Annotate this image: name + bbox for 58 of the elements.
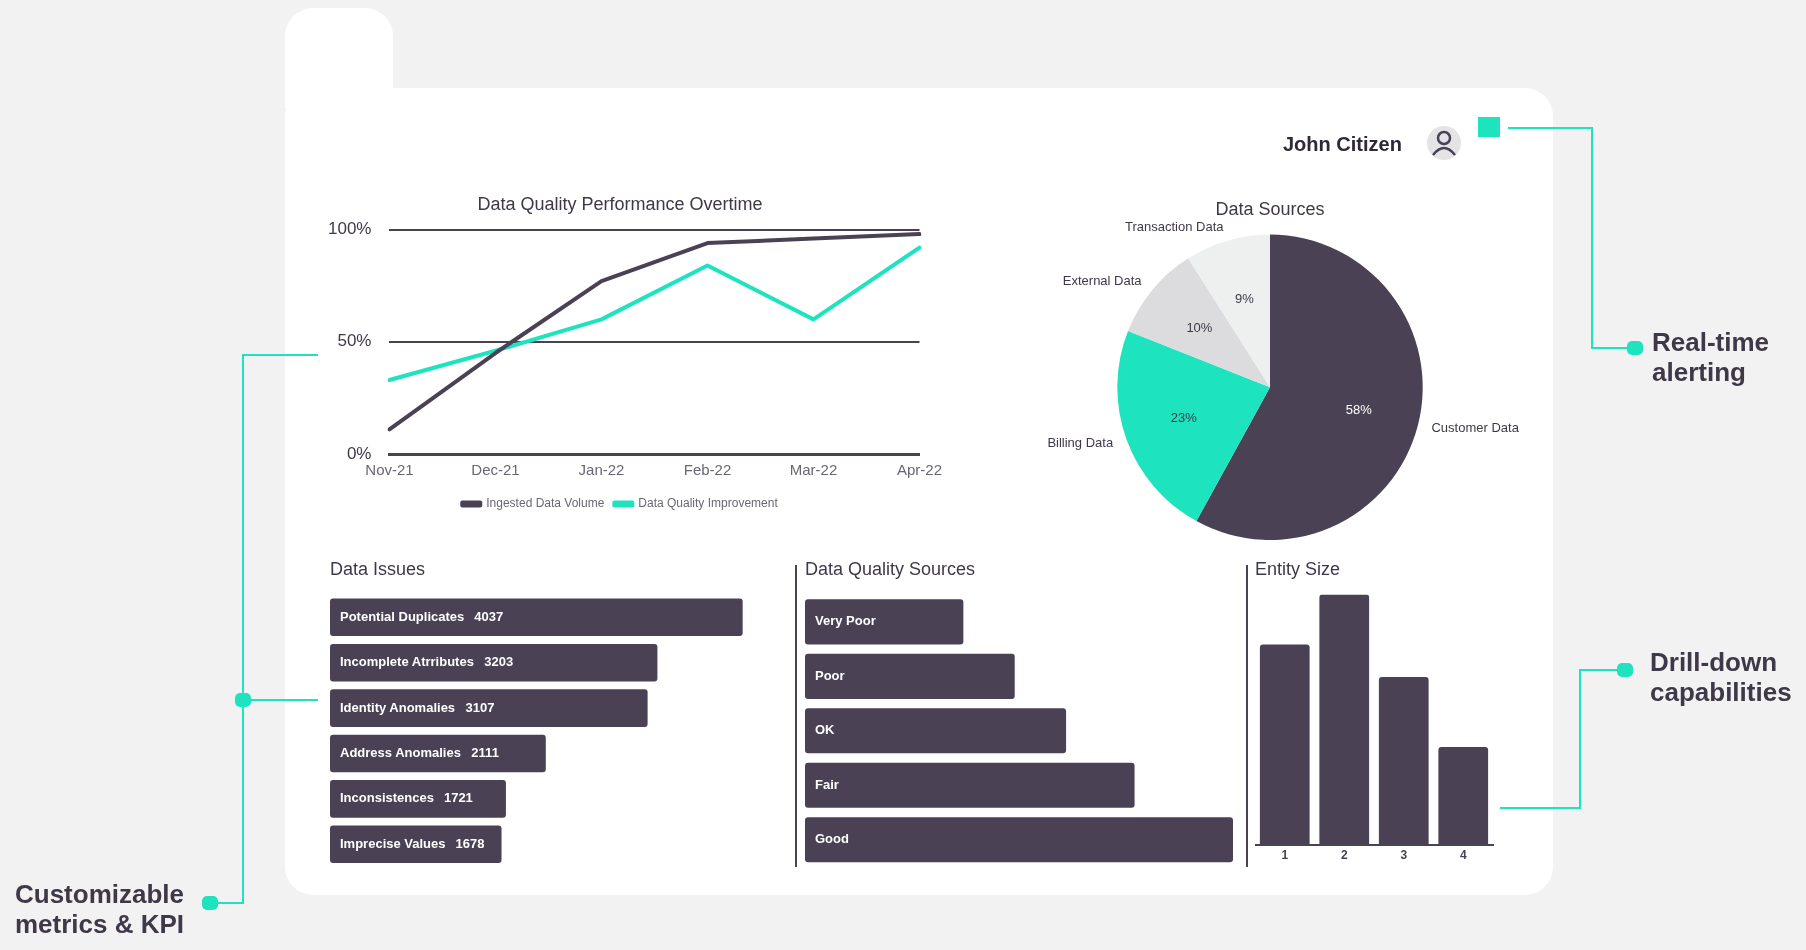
x-tick-label: Apr-22 bbox=[896, 461, 942, 479]
x-tick-label: 3 bbox=[1400, 848, 1408, 863]
text: Drill-down capabilities bbox=[1650, 647, 1793, 708]
data-label: 3203 bbox=[484, 654, 514, 670]
bar bbox=[805, 708, 1067, 754]
y-tick-label: Incomplete Atrributes bbox=[340, 654, 474, 670]
data-label: 23% bbox=[1170, 409, 1198, 425]
data-label: 1721 bbox=[443, 790, 473, 806]
chart-title: Entity Size bbox=[1255, 558, 1341, 579]
y-tick-label: Address Anomalies bbox=[340, 745, 461, 761]
data-label: 1678 bbox=[455, 835, 485, 851]
x-tick-label: Feb-22 bbox=[683, 461, 732, 479]
bar bbox=[330, 780, 506, 818]
data-label: 2111 bbox=[471, 745, 499, 761]
slice-label: Transaction Data bbox=[1124, 218, 1225, 234]
x-tick-label: 2 bbox=[1340, 848, 1348, 863]
chart-title: Data Issues bbox=[330, 558, 426, 579]
y-tick-label: Fair bbox=[815, 776, 839, 792]
data-label: 4037 bbox=[474, 608, 504, 624]
text: John Citizen bbox=[1283, 133, 1403, 156]
y-tick-label: Identity Anomalies bbox=[340, 699, 456, 715]
bar bbox=[805, 762, 1135, 808]
bar bbox=[330, 598, 743, 637]
y-tick-label: Potential Duplicates bbox=[340, 608, 465, 624]
y-tick-label: Imprecise Values bbox=[340, 835, 446, 851]
y-tick-label: Very Poor bbox=[815, 613, 876, 629]
text: Customizable metrics & KPI bbox=[15, 879, 186, 940]
x-tick-label: Jan-22 bbox=[578, 461, 625, 479]
x-tick-label: 1 bbox=[1281, 848, 1289, 863]
bar bbox=[330, 689, 648, 727]
slice-label: Billing Data bbox=[1047, 435, 1114, 451]
text: Real-time alerting bbox=[1652, 327, 1771, 388]
slice-label: Customer Data bbox=[1431, 420, 1520, 436]
data-label: 58% bbox=[1345, 401, 1373, 417]
slice-label: External Data bbox=[1062, 272, 1143, 288]
x-tick-label: Nov-21 bbox=[365, 461, 414, 479]
x-tick-label: Mar-22 bbox=[789, 461, 838, 479]
data-label: 3107 bbox=[465, 699, 495, 715]
x-tick-label: Dec-21 bbox=[471, 461, 520, 479]
data-label: 10% bbox=[1186, 320, 1213, 336]
bar bbox=[805, 653, 1015, 699]
legend-label: Ingested Data Volume bbox=[486, 496, 605, 511]
y-tick-label: 0% bbox=[346, 443, 372, 463]
legend-label: Data Quality Improvement bbox=[638, 496, 779, 511]
bar bbox=[330, 643, 658, 682]
chart-title: Data Sources bbox=[1215, 198, 1325, 219]
bar bbox=[805, 817, 1233, 863]
data-label: 9% bbox=[1235, 290, 1255, 306]
y-tick-label: OK bbox=[815, 722, 836, 738]
y-tick-label: Good bbox=[815, 831, 849, 847]
chart-title: Data Quality Performance Overtime bbox=[477, 193, 763, 214]
y-tick-label: 100% bbox=[328, 219, 372, 239]
bar bbox=[805, 599, 964, 645]
x-tick-label: 4 bbox=[1459, 848, 1467, 863]
y-tick-label: Inconsistences bbox=[340, 790, 434, 806]
chart-title: Data Quality Sources bbox=[805, 558, 976, 579]
y-tick-label: 50% bbox=[337, 331, 372, 351]
y-tick-label: Poor bbox=[815, 667, 845, 683]
